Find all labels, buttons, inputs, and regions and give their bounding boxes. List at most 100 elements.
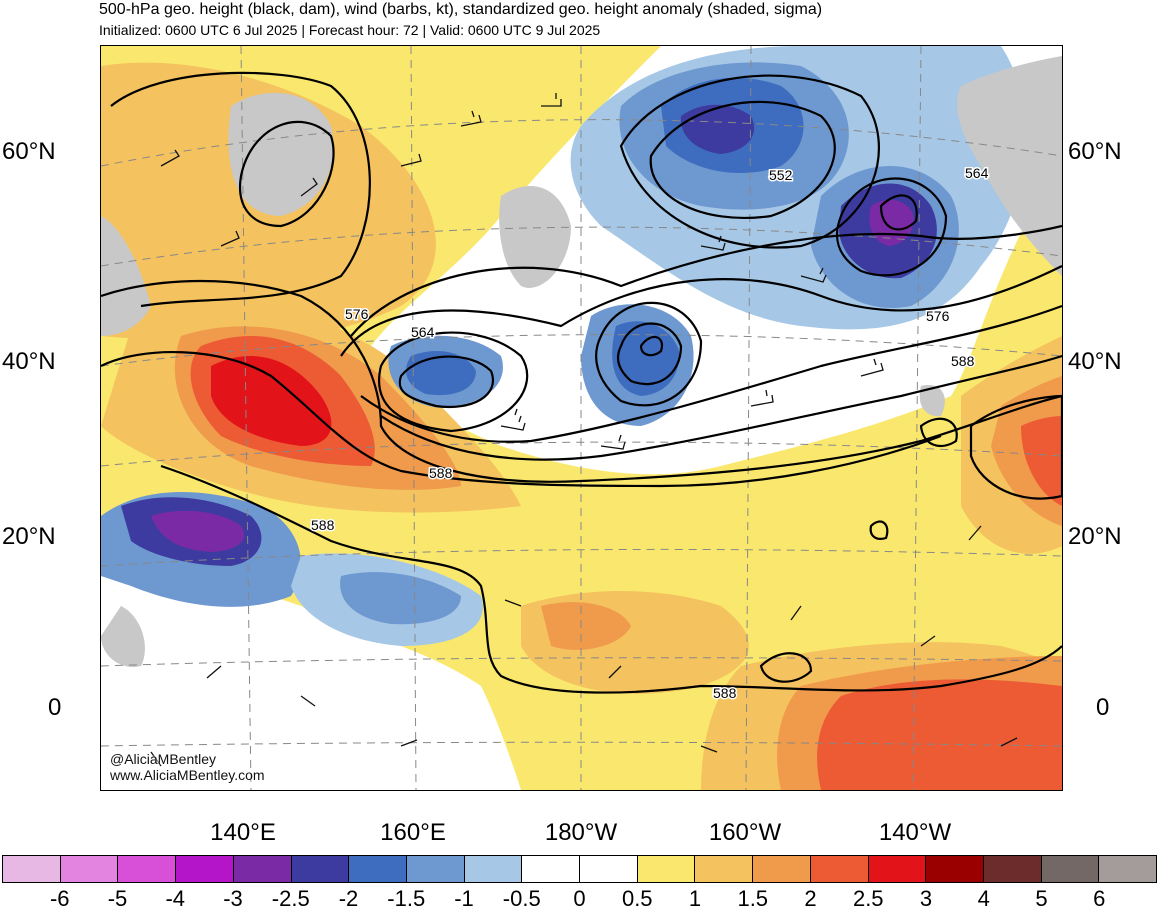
wind-barb: [460, 110, 482, 127]
colorbar-cell: [637, 856, 696, 882]
contour-label: 576: [926, 308, 950, 324]
lon-label: 140°E: [210, 819, 276, 846]
height-contour: [101, 279, 1062, 483]
colorbar-cell: [3, 856, 61, 882]
colorbar-tick: -0.5: [502, 886, 541, 911]
credit-handle: @AliciaMBentley: [110, 751, 217, 767]
colorbar-tick: -6: [49, 886, 70, 911]
height-contours: [101, 71, 1062, 694]
credit-site: www.AliciaMBentley.com: [110, 767, 265, 783]
height-contour: [380, 354, 1062, 461]
colorbar-cell: [810, 856, 869, 882]
colorbar-tick: 5: [1035, 886, 1048, 911]
colorbar-cell: [291, 856, 350, 882]
contour-label: 588: [429, 465, 453, 481]
colorbar-tick: -1.5: [387, 886, 426, 911]
contour-label: 564: [965, 165, 989, 181]
graticule: [101, 46, 1062, 790]
colorbar-cell: [580, 856, 638, 882]
wind-barb: [400, 153, 422, 167]
colorbar-cell: [118, 856, 177, 882]
wind-barb: [790, 605, 802, 621]
wind-barb: [700, 745, 718, 753]
anomaly-shading-15: [541, 602, 631, 650]
wind-barbs: [150, 93, 1018, 767]
height-contour: [616, 322, 683, 386]
wind-barb: [300, 695, 316, 707]
height-contour: [360, 304, 1062, 443]
lat-label-right: 40°N: [1068, 348, 1122, 375]
colorbar-tick: 4: [977, 886, 990, 911]
lon-label: 160°E: [380, 819, 446, 846]
wind-barb: [504, 599, 522, 607]
contour-label: 552: [769, 167, 793, 183]
height-contour: [759, 652, 813, 683]
colorbar-tick: -4: [165, 886, 186, 911]
height-contour: [378, 331, 529, 433]
lat-label-right: 20°N: [1068, 523, 1122, 550]
anomaly-shading-neg-15: [406, 351, 476, 396]
colorbar: [2, 855, 1157, 883]
colorbar-tick: 3: [919, 886, 933, 911]
colorbar-cell: [926, 856, 984, 882]
height-contour: [879, 194, 918, 231]
wind-barb: [400, 739, 418, 747]
colorbar-tick: 0: [573, 886, 586, 911]
anomaly-shading-2: [817, 679, 1062, 790]
height-contour: [350, 224, 1062, 337]
wind-barb: [1000, 737, 1018, 747]
height-contour: [649, 100, 836, 220]
colorbar-cell: [60, 856, 119, 882]
wind-barb: [968, 525, 982, 541]
colorbar-cell: [464, 856, 523, 882]
height-contour: [340, 265, 1062, 357]
colorbar-cell: [1099, 856, 1157, 882]
graticule-line: [101, 657, 1062, 667]
anomaly-shading-25: [211, 356, 332, 446]
colorbar-tick: -3: [223, 886, 243, 911]
lon-label: 160°W: [708, 819, 782, 846]
graticule-line: [101, 119, 1062, 167]
wind-barb: [220, 230, 240, 247]
lon-label: 140°W: [878, 819, 952, 846]
colorbar-tick: 2.5: [852, 886, 884, 911]
lat-label-right: 0: [1096, 694, 1110, 721]
colorbar-cell: [176, 856, 234, 882]
lat-label-left: 40°N: [2, 348, 56, 375]
height-contour: [969, 394, 1062, 500]
graticule-line: [101, 441, 1062, 467]
land-hawaii-area: [919, 385, 945, 417]
anomaly-shading-neg-1: [340, 572, 461, 625]
height-contour: [919, 417, 958, 448]
lat-label-left: 60°N: [2, 138, 56, 165]
colorbar-cell: [406, 856, 465, 882]
colorbar-cell: [233, 856, 292, 882]
graticule-line: [101, 548, 1062, 567]
graticule-line: [240, 46, 252, 790]
anomaly-shading-neg-3: [151, 510, 245, 552]
graticule-line: [745, 46, 752, 790]
height-contour: [110, 71, 371, 308]
wind-barb: [800, 267, 827, 283]
land-philippines: [101, 606, 145, 667]
wind-barb: [150, 751, 162, 767]
height-contour: [869, 520, 889, 540]
map-subtitle: Initialized: 0600 UTC 6 Jul 2025 | Forec…: [99, 22, 601, 38]
colorbar-tick: 1.5: [737, 886, 769, 911]
contour-label: 588: [311, 517, 335, 533]
height-contour: [595, 301, 703, 407]
colorbar-tick: -2: [338, 886, 359, 911]
colorbar-tick: -2.5: [271, 886, 310, 911]
colorbar-tick: -1: [454, 886, 474, 911]
colorbar-tick: 2: [804, 886, 817, 911]
land-kamchatka: [499, 186, 571, 288]
wind-barb: [750, 389, 774, 407]
colorbar-tick: 6: [1093, 886, 1106, 911]
anomaly-shading-neg-2: [680, 104, 755, 154]
wind-barb: [541, 93, 562, 107]
land-alaska: [957, 56, 1062, 276]
anomaly-shading-2: [1021, 416, 1062, 506]
colorbar-cell: [522, 856, 581, 882]
lat-label-right: 60°N: [1068, 138, 1122, 165]
graticule-line: [101, 226, 1062, 267]
